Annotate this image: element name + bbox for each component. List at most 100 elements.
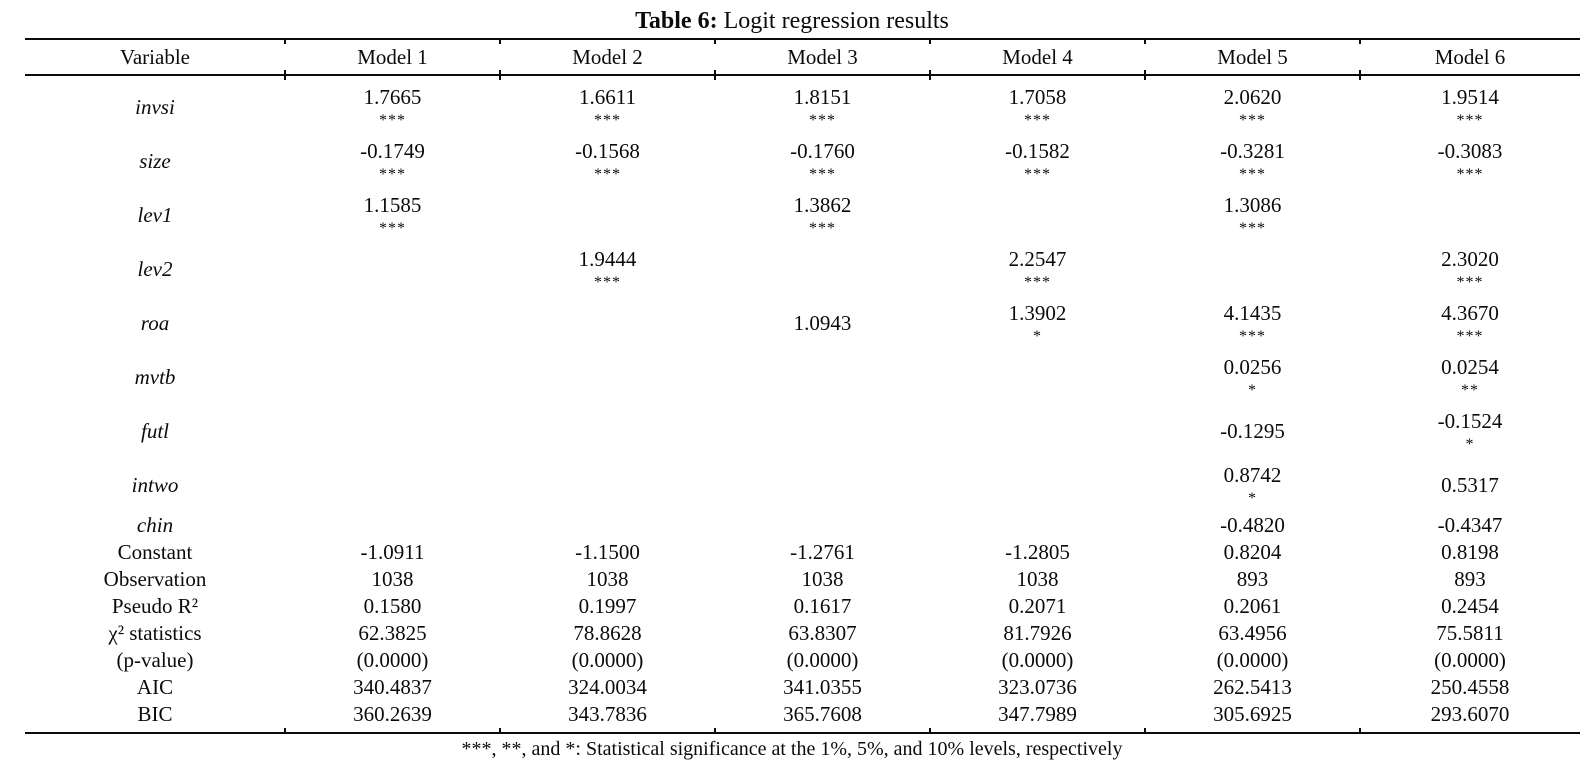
coefficient-value: -0.1568 xyxy=(575,139,640,163)
column-tick-row xyxy=(25,75,1580,80)
coefficient-cell xyxy=(500,350,715,404)
statistic-value: (0.0000) xyxy=(1434,648,1506,672)
statistic-value: 293.6070 xyxy=(1430,702,1510,726)
statistic-value: (0.0000) xyxy=(356,648,429,672)
coefficient-cell xyxy=(1145,242,1360,296)
statistic-label: Observation xyxy=(103,567,207,591)
coefficient-cell: 4.1435 *** xyxy=(1145,296,1360,350)
significance-stars: * xyxy=(1033,328,1042,345)
column-tick xyxy=(1359,728,1580,734)
significance-stars: * xyxy=(1465,436,1475,453)
column-tick xyxy=(1144,70,1360,76)
statistic-value: 250.4558 xyxy=(1430,675,1510,699)
table-row-statistic: Constant -1.0911 -1.1500 -1.2761 -1.2805 0.82… xyxy=(25,539,1580,566)
statistic-value: -1.2761 xyxy=(790,540,855,564)
coefficient-value: -0.3083 xyxy=(1437,139,1503,163)
coefficient-value: 0.5317 xyxy=(1441,472,1499,497)
coefficient-cell xyxy=(500,404,715,458)
coefficient-cell: -0.1568 *** xyxy=(500,134,715,188)
statistic-value: 75.5811 xyxy=(1436,621,1504,645)
significance-stars: *** xyxy=(379,220,406,237)
table-body: invsi 1.7665 *** 1.6611 *** 1.8151 *** 1.7058 **… xyxy=(25,75,1580,734)
coefficient-cell xyxy=(500,296,715,350)
coefficient-cell xyxy=(285,458,500,512)
significance-stars: *** xyxy=(809,166,836,183)
statistic-value: 1038 xyxy=(1016,567,1059,591)
column-tick xyxy=(499,38,715,44)
column-tick xyxy=(25,728,285,734)
table-row-futl: futl -0.1295 -0.1524 * xyxy=(25,404,1580,458)
statistic-value: 343.7836 xyxy=(568,702,647,726)
coefficient-cell xyxy=(715,458,930,512)
significance-stars: *** xyxy=(1024,274,1051,291)
table-row-size: size -0.1749 *** -0.1568 *** -0.1760 *** -0.158… xyxy=(25,134,1580,188)
coefficient-value: 0.0254 xyxy=(1441,355,1499,379)
coefficient-cell: -0.3281 *** xyxy=(1145,134,1360,188)
header-rule xyxy=(25,70,1580,76)
coefficient-value: -0.1760 xyxy=(790,139,855,163)
coefficient-value: 4.1435 xyxy=(1223,301,1282,325)
coefficient-value: 2.3020 xyxy=(1441,247,1499,271)
coefficient-value: -0.4347 xyxy=(1437,513,1503,537)
statistic-value: 62.3825 xyxy=(358,621,427,645)
column-tick xyxy=(499,728,715,734)
column-tick xyxy=(929,70,1145,76)
coefficient-value: 2.0620 xyxy=(1223,85,1282,109)
coefficient-cell: 1.1585 *** xyxy=(285,188,500,242)
table-row-statistic: (p-value) (0.0000) (0.0000) (0.0000) (0.0000… xyxy=(25,647,1580,674)
coefficient-value: 1.8151 xyxy=(793,85,852,109)
column-header-model5: Model 5 xyxy=(1217,45,1288,69)
column-tick xyxy=(1359,70,1580,76)
statistic-label: BIC xyxy=(137,702,173,726)
coefficient-value: -0.1582 xyxy=(1005,139,1070,163)
coefficient-cell: 2.2547 *** xyxy=(930,242,1145,296)
coefficient-value: 4.3670 xyxy=(1441,301,1499,325)
statistic-value: 341.0355 xyxy=(783,675,862,699)
coefficient-cell xyxy=(285,296,500,350)
coefficient-value: 1.7665 xyxy=(363,85,422,109)
variable-name: chin xyxy=(136,513,174,537)
coefficient-cell xyxy=(715,404,930,458)
coefficient-value: 1.3862 xyxy=(793,193,852,217)
column-tick xyxy=(1144,728,1360,734)
coefficient-cell xyxy=(715,350,930,404)
statistic-value: 324.0034 xyxy=(568,675,647,699)
coefficient-value: 1.0943 xyxy=(793,310,852,335)
significance-footnote: ***, **, and *: Statistical significance… xyxy=(461,738,1123,760)
coefficient-value: -0.1524 xyxy=(1437,409,1503,433)
coefficient-cell: -0.1749 *** xyxy=(285,134,500,188)
statistic-label: AIC xyxy=(136,675,174,699)
table-row-statistic: Observation 1038 1038 1038 1038 893 893 xyxy=(25,566,1580,593)
coefficient-cell xyxy=(285,242,500,296)
statistic-value: 63.4956 xyxy=(1218,621,1287,645)
statistic-value: -1.0911 xyxy=(360,540,425,564)
coefficient-value: -0.3281 xyxy=(1220,139,1285,163)
significance-stars: *** xyxy=(594,112,621,129)
coefficient-cell xyxy=(930,404,1145,458)
column-tick xyxy=(1144,38,1360,44)
significance-stars: *** xyxy=(1239,166,1266,183)
statistic-value: 0.2454 xyxy=(1441,594,1499,618)
statistic-value: 0.1997 xyxy=(578,594,637,618)
table-row-lev2: lev2 1.9444 *** 2.2547 *** 2.3020 *** xyxy=(25,242,1580,296)
statistic-value: (0.0000) xyxy=(786,648,859,672)
significance-stars: *** xyxy=(1024,112,1051,129)
coefficient-cell: -0.1524 * xyxy=(1360,404,1580,458)
significance-stars: *** xyxy=(594,166,621,183)
statistic-value: 347.7989 xyxy=(998,702,1077,726)
table-row-lev1: lev1 1.1585 *** 1.3862 *** 1.3086 *** xyxy=(25,188,1580,242)
statistic-value: 1038 xyxy=(371,567,414,591)
statistic-label: (p-value) xyxy=(116,648,194,672)
coefficient-value: 0.8742 xyxy=(1223,463,1282,487)
coefficient-cell: 1.0943 xyxy=(715,296,930,350)
significance-stars: * xyxy=(1248,382,1257,399)
statistic-value: 893 xyxy=(1236,567,1269,591)
coefficient-cell xyxy=(285,512,500,539)
significance-stars: *** xyxy=(1239,328,1266,345)
significance-stars: * xyxy=(1248,490,1257,507)
column-tick xyxy=(714,728,930,734)
coefficient-cell xyxy=(1360,188,1580,242)
statistic-value: 262.5413 xyxy=(1213,675,1292,699)
significance-stars: *** xyxy=(809,112,836,129)
